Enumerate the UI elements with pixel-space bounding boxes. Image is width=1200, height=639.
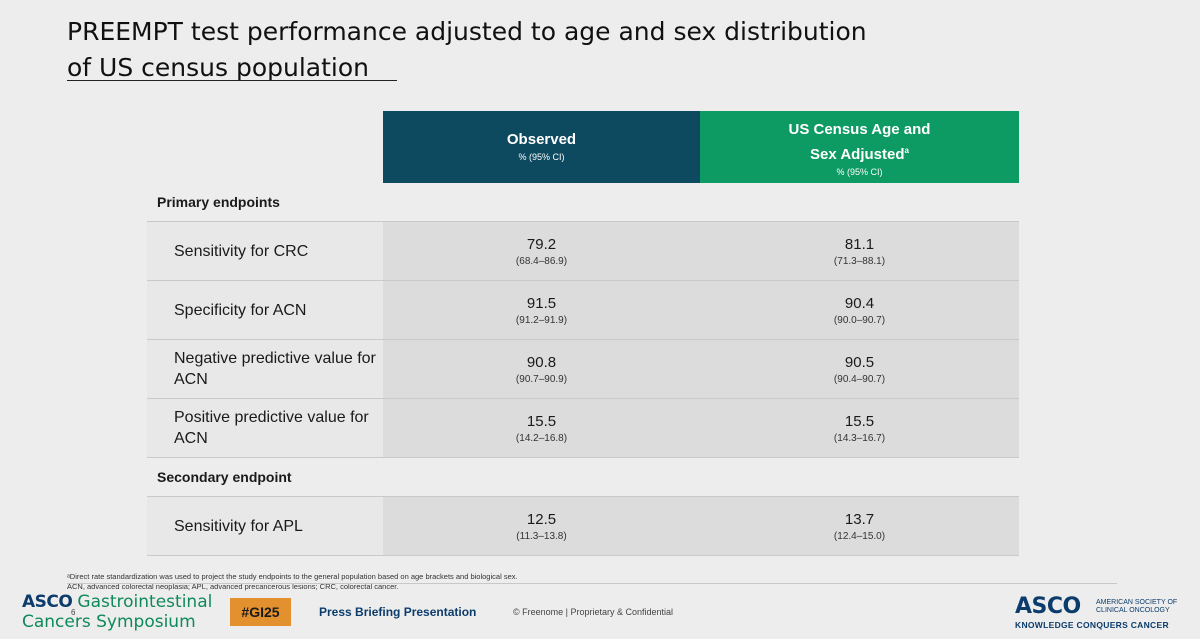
adjusted-value: 81.1 (844, 236, 875, 253)
observed-ci: (91.2–91.9) (515, 315, 568, 326)
table-row: Sensitivity for CRC 79.2 (68.4–86.9) 81.… (147, 222, 1019, 281)
adjusted-value: 90.4 (844, 295, 875, 312)
confidential-note: © Freenome | Proprietary & Confidential (513, 607, 674, 617)
observed-ci: (14.2–16.8) (515, 433, 568, 444)
adjusted-ci: (90.4–90.7) (833, 374, 886, 385)
observed-ci: (11.3–13.8) (516, 531, 567, 542)
observed-ci: (90.7–90.9) (515, 374, 568, 385)
logo-right-society: AMERICAN SOCIETY OF CLINICAL ONCOLOGY (1096, 599, 1178, 614)
footer-divider (67, 583, 1117, 584)
logo-right-asco: ASCO (1015, 594, 1081, 619)
row-label: Sensitivity for APL (174, 517, 303, 535)
observed-value: 79.2 (526, 236, 557, 253)
adjusted-value: 90.5 (844, 354, 875, 371)
observed-value: 15.5 (526, 413, 557, 430)
page-number: 6 (71, 608, 76, 617)
section-secondary: Secondary endpoint (147, 458, 1019, 497)
adjusted-ci: (71.3–88.1) (833, 256, 886, 267)
row-label: Specificity for ACN (174, 301, 307, 319)
section-primary-label: Primary endpoints (157, 194, 280, 210)
header-adjusted-sub: % (95% CI) (836, 167, 883, 177)
table-row: Specificity for ACN 91.5 (91.2–91.9) 90.… (147, 281, 1019, 340)
footnote-line2: ACN, advanced colorectal neoplasia; APL,… (67, 582, 399, 591)
observed-cell: 91.5 (91.2–91.9) (383, 281, 700, 339)
slide-title-line1: PREEMPT test performance adjusted to age… (67, 17, 867, 46)
hashtag-badge: #GI25 (230, 598, 291, 626)
observed-cell: 12.5 (11.3–13.8) (383, 497, 700, 555)
adjusted-value: 15.5 (844, 413, 875, 430)
table-row: Positive predictive value for ACN 15.5 (… (147, 399, 1019, 458)
row-label: Sensitivity for CRC (174, 242, 309, 260)
section-secondary-label: Secondary endpoint (157, 469, 292, 485)
adjusted-cell: 90.4 (90.0–90.7) (700, 281, 1019, 339)
header-adjusted-label: US Census Age and Sex Adjusteda (700, 111, 1019, 165)
press-briefing-label: Press Briefing Presentation (319, 605, 477, 619)
observed-ci: (68.4–86.9) (515, 256, 568, 267)
header-adjusted: US Census Age and Sex Adjusteda % (95% C… (700, 111, 1019, 183)
adjusted-cell: 90.5 (90.4–90.7) (700, 340, 1019, 398)
footnote-line1: ᵃDirect rate standardization was used to… (67, 572, 518, 581)
header-observed-label: Observed (506, 131, 577, 148)
row-label: Negative predictive value for ACN (174, 350, 376, 388)
adjusted-ci: (12.4–15.0) (833, 531, 886, 542)
title-underline (67, 80, 397, 81)
header-observed: Observed % (95% CI) (383, 111, 700, 183)
logo-asco-text: ASCO (22, 592, 73, 612)
adjusted-ci: (90.0–90.7) (833, 315, 886, 326)
header-adjusted-footnote-mark: a (904, 146, 909, 155)
adjusted-cell: 13.7 (12.4–15.0) (700, 497, 1019, 555)
logo-gi-text: Gastrointestinal (77, 592, 213, 612)
table-row: Negative predictive value for ACN 90.8 (… (147, 340, 1019, 399)
logo-gi-line2: Cancers Symposium (22, 612, 196, 632)
observed-cell: 15.5 (14.2–16.8) (383, 399, 700, 457)
observed-value: 12.5 (526, 511, 557, 528)
observed-value: 91.5 (526, 295, 557, 312)
adjusted-ci: (14.3–16.7) (833, 433, 886, 444)
header-observed-sub: % (95% CI) (518, 152, 565, 162)
observed-value: 90.8 (526, 354, 557, 371)
adjusted-cell: 81.1 (71.3–88.1) (700, 222, 1019, 280)
adjusted-value: 13.7 (844, 511, 875, 528)
slide-title: PREEMPT test performance adjusted to age… (67, 14, 867, 86)
slide-title-line2: of US census population (67, 53, 370, 82)
observed-cell: 90.8 (90.7–90.9) (383, 340, 700, 398)
header-adjusted-line1: US Census Age and (788, 121, 931, 138)
header-adjusted-line2: Sex Adjusted (810, 146, 905, 163)
row-label: Positive predictive value for ACN (174, 409, 369, 447)
table-row: Sensitivity for APL 12.5 (11.3–13.8) 13.… (147, 497, 1019, 556)
asco-society-logo: ASCO AMERICAN SOCIETY OF CLINICAL ONCOLO… (1015, 594, 1177, 630)
asco-gi-logo: ASCO Gastrointestinal Cancers Symposium (22, 592, 212, 632)
logo-right-tagline: KNOWLEDGE CONQUERS CANCER (1015, 620, 1169, 630)
observed-cell: 79.2 (68.4–86.9) (383, 222, 700, 280)
footnote: ᵃDirect rate standardization was used to… (67, 572, 518, 592)
adjusted-cell: 15.5 (14.3–16.7) (700, 399, 1019, 457)
section-primary: Primary endpoints (147, 183, 1019, 222)
